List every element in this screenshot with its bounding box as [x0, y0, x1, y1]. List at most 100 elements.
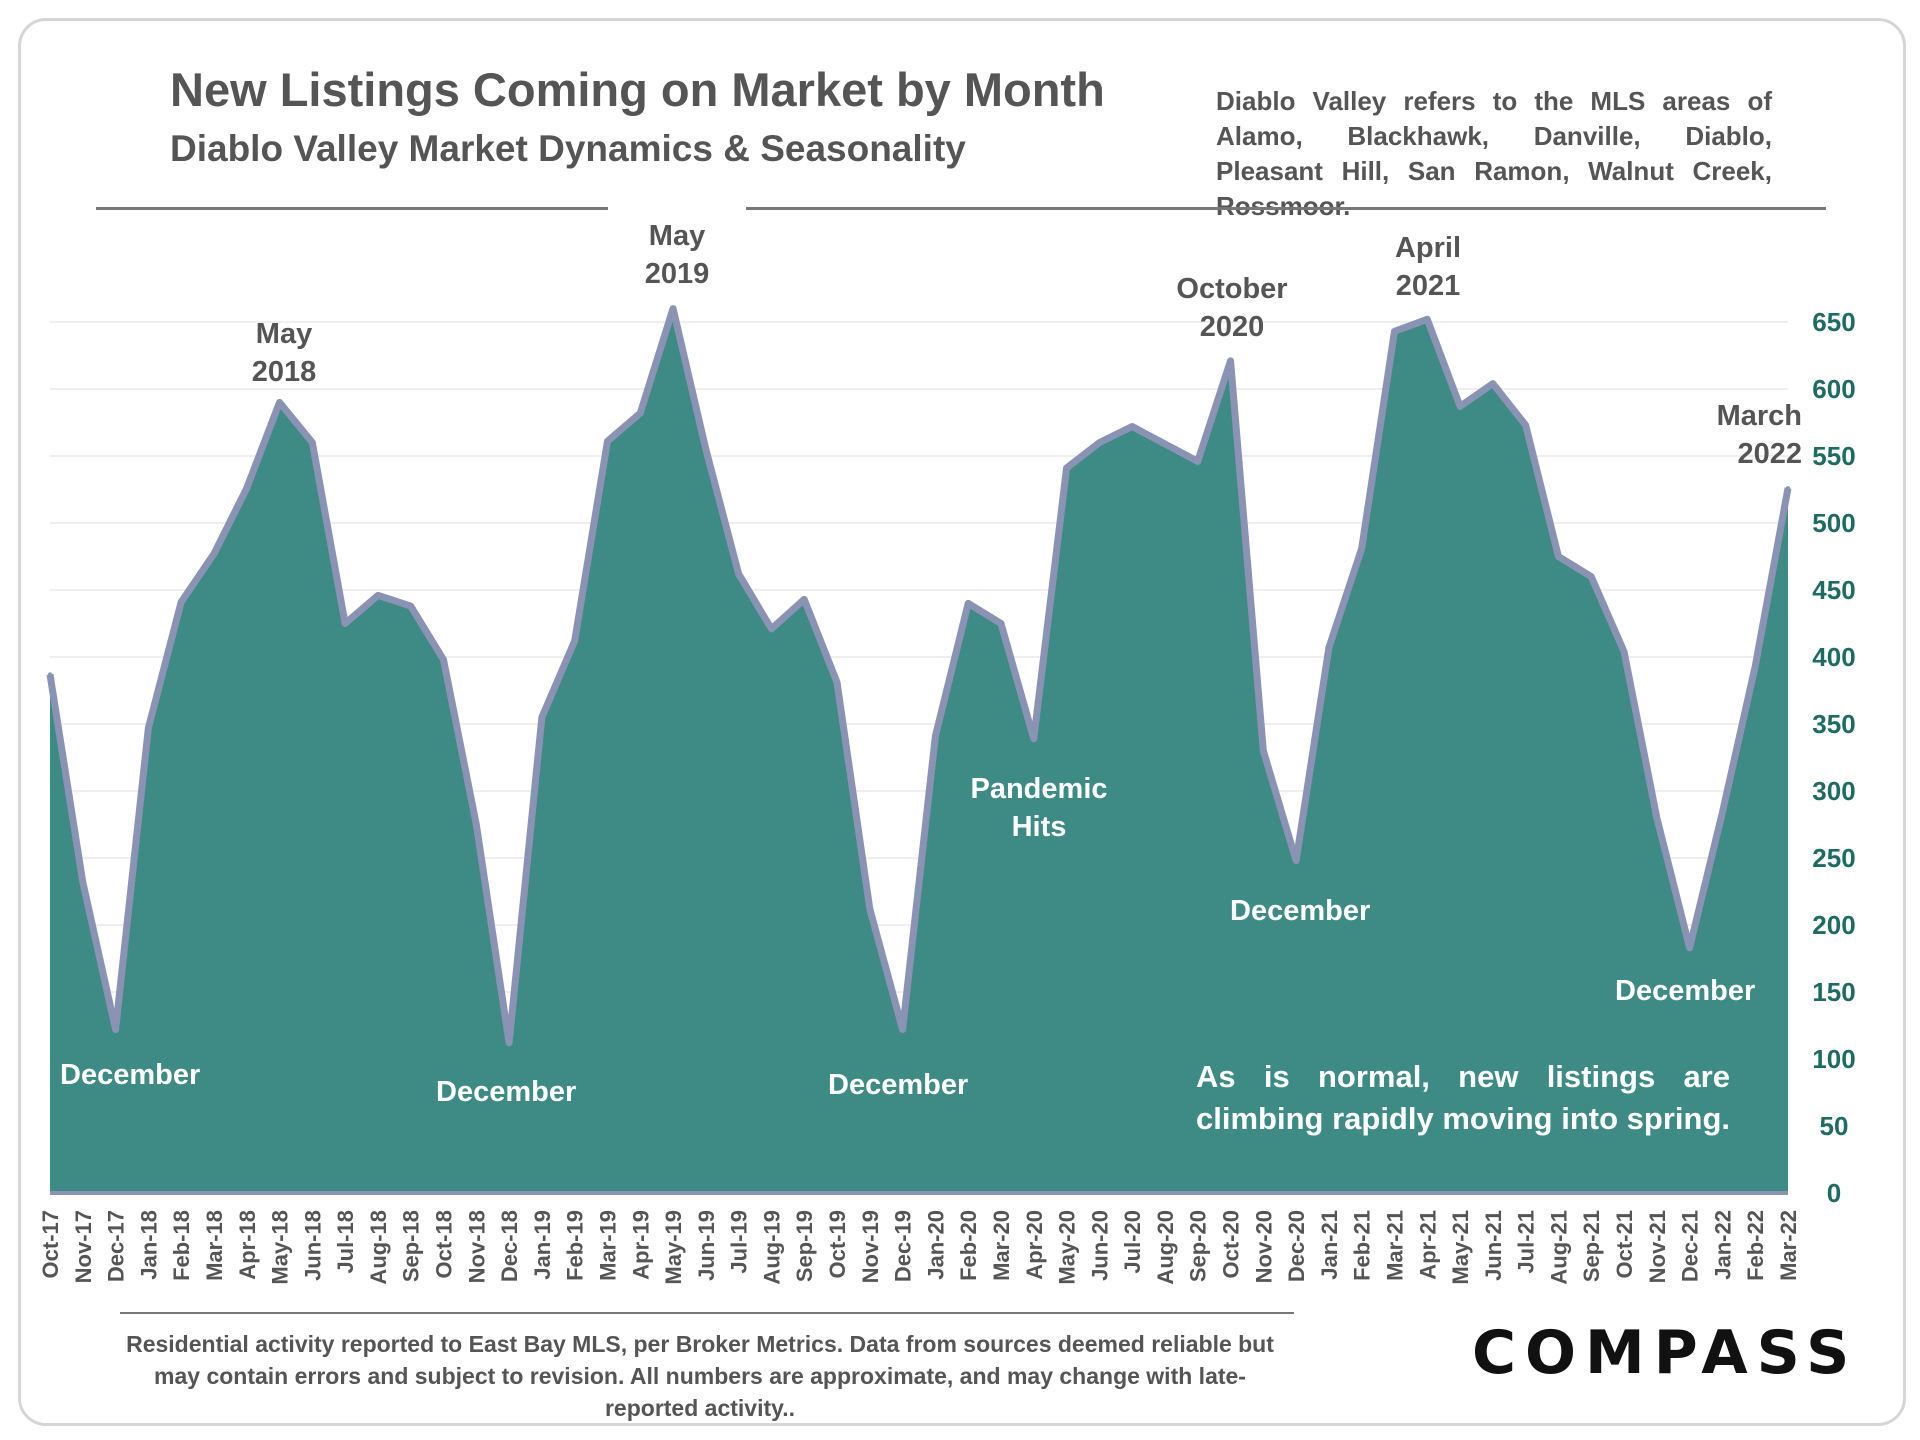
- y-tick-label-650: 650: [1812, 307, 1855, 337]
- callout-may-2018-text: May 2018: [251, 318, 317, 388]
- x-tick-label-Apr-19: Apr-19: [628, 1210, 653, 1280]
- data-point-Mar-20: [998, 621, 1003, 626]
- x-tick-label-May-18: May-18: [268, 1210, 293, 1285]
- x-tick-label-Oct-17: Oct-17: [38, 1210, 63, 1278]
- region-note: Diablo Valley refers to the MLS areas of…: [1216, 86, 1772, 221]
- x-tick-label-Aug-20: Aug-20: [1153, 1210, 1178, 1285]
- x-tick-label-Jun-20: Jun-20: [1087, 1210, 1112, 1281]
- listings-area: [50, 308, 1788, 1194]
- data-point-Dec-19: [900, 1027, 905, 1032]
- y-tick-label-400: 400: [1812, 642, 1855, 672]
- y-tick-label-300: 300: [1812, 776, 1855, 806]
- data-point-Dec-17: [113, 1027, 118, 1032]
- x-tick-label-Dec-20: Dec-20: [1284, 1210, 1309, 1282]
- data-point-Jul-19: [736, 571, 741, 576]
- callout-october-2020: October 2020: [1162, 270, 1302, 346]
- data-point-Jan-21: [1326, 645, 1331, 650]
- x-tick-label-Jul-18: Jul-18: [333, 1210, 358, 1274]
- callout-october-2020-text: October 2020: [1176, 273, 1288, 343]
- data-point-Feb-21: [1359, 546, 1364, 551]
- x-tick-label-Sep-20: Sep-20: [1186, 1210, 1211, 1282]
- data-point-Jan-18: [146, 726, 151, 731]
- x-tick-label-Jan-20: Jan-20: [923, 1210, 948, 1280]
- x-tick-label-Mar-18: Mar-18: [202, 1210, 227, 1281]
- callout-december-2017: December: [60, 1059, 201, 1091]
- data-point-May-19: [671, 306, 676, 311]
- data-point-May-20: [1064, 466, 1069, 471]
- x-tick-label-Jun-19: Jun-19: [694, 1210, 719, 1281]
- data-point-Jan-20: [933, 734, 938, 739]
- x-tick-label-Feb-20: Feb-20: [956, 1210, 981, 1281]
- spring-note: As is normal, new listings are climbing …: [1196, 1059, 1730, 1136]
- x-tick-label-May-21: May-21: [1448, 1210, 1473, 1285]
- data-point-Nov-21: [1654, 815, 1659, 820]
- x-tick-label-Dec-17: Dec-17: [104, 1210, 129, 1282]
- data-point-Aug-19: [769, 626, 774, 631]
- data-point-Feb-22: [1753, 664, 1758, 669]
- callout-april-2021-text: April 2021: [1394, 232, 1462, 302]
- x-tick-label-Oct-21: Oct-21: [1612, 1210, 1637, 1278]
- x-tick-label-Dec-18: Dec-18: [497, 1210, 522, 1282]
- data-point-Dec-20: [1294, 858, 1299, 863]
- listings-line: [46, 305, 1792, 1047]
- x-tick-label-Mar-21: Mar-21: [1382, 1210, 1407, 1281]
- y-tick-label-150: 150: [1812, 977, 1855, 1007]
- x-tick-label-Aug-19: Aug-19: [759, 1210, 784, 1285]
- data-point-Jan-22: [1720, 810, 1725, 815]
- callout-december-2021: December: [1615, 975, 1756, 1007]
- data-point-Sep-20: [1195, 459, 1200, 464]
- x-tick-label-Feb-21: Feb-21: [1350, 1210, 1375, 1281]
- x-tick-label-Nov-21: Nov-21: [1645, 1210, 1670, 1283]
- data-point-Apr-21: [1425, 317, 1430, 322]
- data-point-Apr-18: [244, 486, 249, 491]
- data-point-Jun-20: [1097, 440, 1102, 445]
- data-point-Jul-21: [1523, 423, 1528, 428]
- y-tick-label-550: 550: [1812, 441, 1855, 471]
- x-tick-label-Dec-19: Dec-19: [891, 1210, 916, 1282]
- data-point-Oct-18: [441, 657, 446, 662]
- x-tick-label-Feb-19: Feb-19: [563, 1210, 588, 1281]
- x-tick-label-Jan-18: Jan-18: [136, 1210, 161, 1280]
- data-point-Nov-17: [80, 880, 85, 885]
- x-tick-label-Jul-19: Jul-19: [727, 1210, 752, 1274]
- y-tick-label-100: 100: [1812, 1044, 1855, 1074]
- data-point-Apr-19: [638, 411, 643, 416]
- header-rule-left: [96, 207, 608, 210]
- data-point-Jan-19: [539, 715, 544, 720]
- data-point-Feb-20: [966, 601, 971, 606]
- data-point-Oct-21: [1622, 649, 1627, 654]
- callout-march-2022: March 2022: [1700, 397, 1802, 473]
- y-tick-label-600: 600: [1812, 374, 1855, 404]
- x-tick-label-Aug-18: Aug-18: [366, 1210, 391, 1285]
- footer-rule: [120, 1312, 1294, 1314]
- x-tick-label-Oct-18: Oct-18: [432, 1210, 457, 1278]
- x-tick-label-Nov-19: Nov-19: [858, 1210, 883, 1283]
- x-tick-label-Nov-20: Nov-20: [1251, 1210, 1276, 1283]
- data-point-Aug-18: [375, 593, 380, 598]
- x-tick-label-Jul-20: Jul-20: [1120, 1210, 1145, 1274]
- data-point-Jun-18: [310, 440, 315, 445]
- data-point-Mar-18: [211, 551, 216, 556]
- x-tick-label-Mar-20: Mar-20: [989, 1210, 1014, 1281]
- x-tick-label-Jul-21: Jul-21: [1514, 1210, 1539, 1274]
- x-tick-label-Oct-19: Oct-19: [825, 1210, 850, 1278]
- y-tick-label-250: 250: [1812, 843, 1855, 873]
- x-tick-label-Aug-21: Aug-21: [1546, 1210, 1571, 1285]
- y-tick-label-50: 50: [1820, 1111, 1849, 1141]
- y-tick-label-450: 450: [1812, 575, 1855, 605]
- y-tick-label-0: 0: [1827, 1178, 1841, 1208]
- x-tick-label-Sep-21: Sep-21: [1579, 1210, 1604, 1282]
- data-point-Mar-22: [1786, 486, 1790, 491]
- x-tick-label-May-19: May-19: [661, 1210, 686, 1285]
- x-tick-label-Apr-20: Apr-20: [1022, 1210, 1047, 1280]
- callout-march-2022-text: March 2022: [1716, 400, 1802, 470]
- data-point-Jul-18: [343, 621, 348, 626]
- x-tick-label-Jan-22: Jan-22: [1710, 1210, 1735, 1280]
- callout-may-2019-text: May 2019: [644, 220, 710, 290]
- data-point-Dec-18: [507, 1040, 512, 1045]
- x-tick-label-Feb-22: Feb-22: [1743, 1210, 1768, 1281]
- x-tick-label-May-20: May-20: [1055, 1210, 1080, 1285]
- data-point-Oct-17: [48, 672, 52, 677]
- x-tick-label-Nov-18: Nov-18: [464, 1210, 489, 1283]
- x-tick-label-Apr-21: Apr-21: [1415, 1210, 1440, 1280]
